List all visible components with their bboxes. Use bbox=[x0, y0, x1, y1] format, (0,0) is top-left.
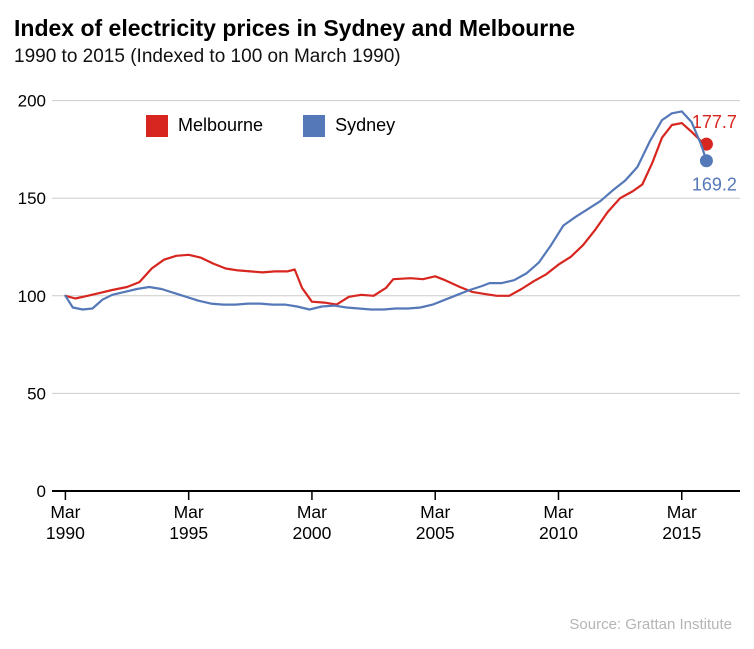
legend-label-melbourne: Melbourne bbox=[178, 115, 264, 136]
x-tick-label-year: 1995 bbox=[169, 523, 208, 543]
x-tick-label-month: Mar bbox=[174, 502, 204, 522]
chart-title: Index of electricity prices in Sydney an… bbox=[14, 15, 576, 41]
chart-header: Index of electricity prices in Sydney an… bbox=[0, 0, 754, 69]
y-tick-label-100: 100 bbox=[18, 286, 46, 305]
source-credit: Source: Grattan Institute bbox=[569, 616, 732, 633]
series-line-sydney bbox=[64, 109, 708, 311]
y-tick-label-50: 50 bbox=[27, 384, 46, 403]
chart-canvas: 050100150200Mar1990Mar1995Mar2000Mar2005… bbox=[18, 91, 740, 543]
chart-subtitle: 1990 to 2015 (Indexed to 100 on March 19… bbox=[14, 45, 401, 67]
end-dot-sydney bbox=[699, 153, 713, 167]
end-value-label-melbourne: 177.7 bbox=[692, 112, 737, 132]
legend-swatch-melbourne bbox=[146, 114, 168, 137]
price-index-chart: 0 50 100 150 200 Mar 1990 Mar 1995 Mar 2000 Mar 2005… bbox=[0, 71, 754, 551]
x-tick-label-year: 2015 bbox=[662, 523, 701, 543]
legend-item-sydney: Sydney bbox=[303, 114, 396, 137]
series-line-melbourne bbox=[64, 121, 708, 306]
x-tick-label-month: Mar bbox=[420, 502, 450, 522]
legend-label-sydney: Sydney bbox=[335, 115, 396, 136]
x-tick-label-month: Mar bbox=[50, 502, 80, 522]
x-tick-label-year: 2010 bbox=[539, 523, 578, 543]
y-tick-label-150: 150 bbox=[18, 189, 46, 208]
y-tick-label-0: 0 bbox=[37, 482, 46, 501]
chart-legend: Melbourne Sydney bbox=[146, 114, 396, 137]
legend-item-melbourne: Melbourne bbox=[146, 114, 264, 137]
legend-swatch-sydney bbox=[303, 114, 326, 137]
x-tick-label-month: Mar bbox=[297, 502, 327, 522]
x-tick-label-year: 1990 bbox=[46, 523, 85, 543]
x-tick-label-month: Mar bbox=[667, 502, 697, 522]
x-tick-label-year: 2000 bbox=[292, 523, 331, 543]
x-tick-label-month: Mar bbox=[543, 502, 573, 522]
end-value-label-sydney: 169.2 bbox=[692, 174, 737, 194]
x-tick-label-year: 2005 bbox=[416, 523, 455, 543]
y-tick-label-200: 200 bbox=[18, 91, 46, 110]
